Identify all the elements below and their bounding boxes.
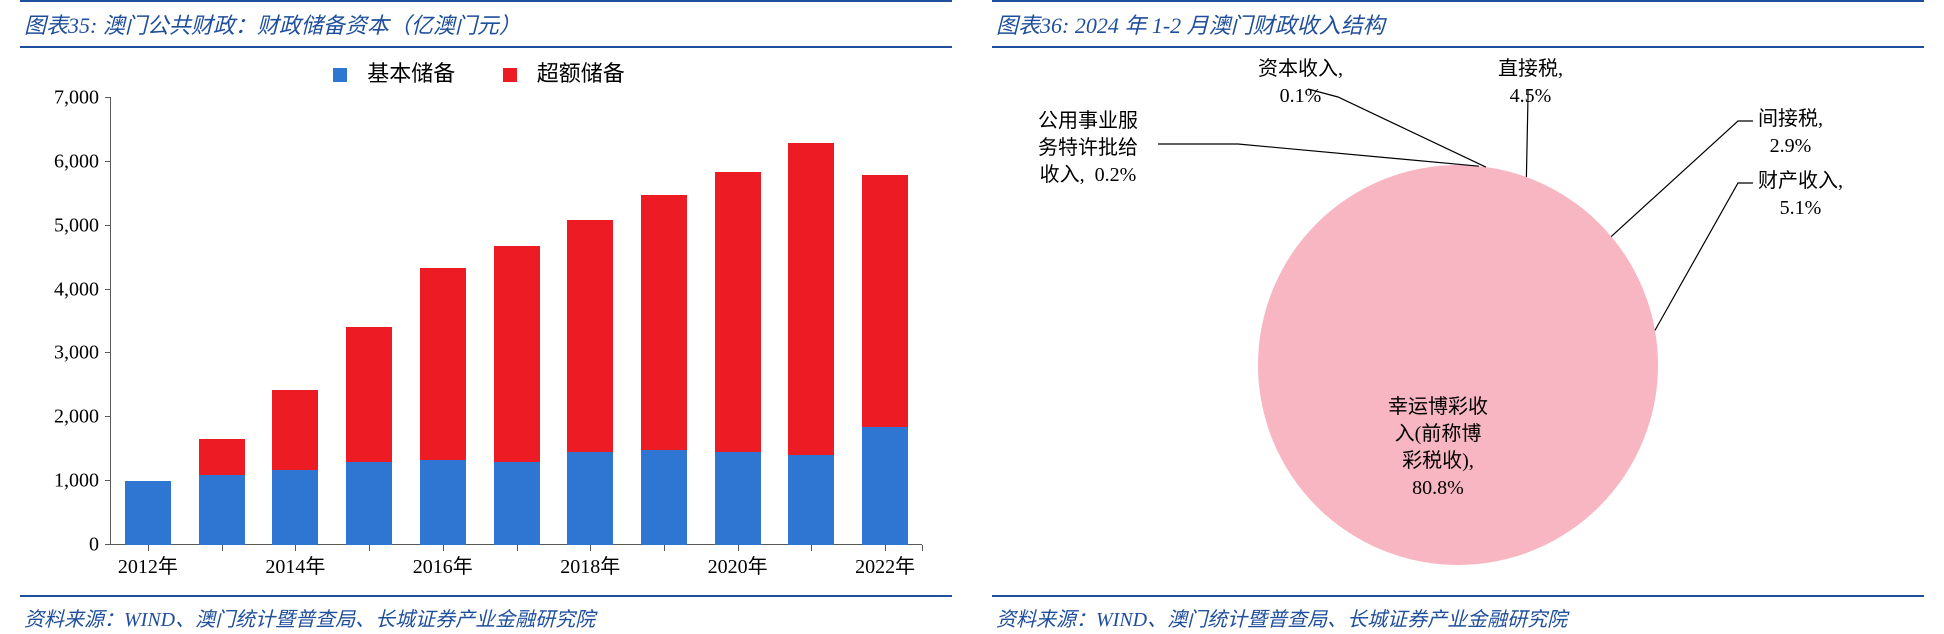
bar-column	[346, 327, 392, 545]
chart-36-title: 图表36: 2024 年 1-2 月澳门财政收入结构	[992, 0, 1924, 48]
x-tick-label: 2014年	[265, 550, 325, 579]
chart-36-source: 资料来源：WIND、澳门统计暨普查局、长城证券产业金融研究院	[992, 595, 1924, 634]
pie-label-capital: 资本收入, 0.1%	[1258, 56, 1343, 110]
y-tick-label: 3,000	[54, 342, 99, 365]
left-panel: 图表35: 澳门公共财政：财政储备资本（亿澳门元） 基本储备 超额储备 0 1,0…	[0, 0, 972, 634]
bar-segment-basic	[715, 452, 761, 545]
bar-segment-basic	[567, 452, 613, 545]
bar-segment-surplus	[567, 220, 613, 452]
pie-chart-area: 公用事业服 务特许批给 收入, 0.2% 资本收入, 0.1% 直接税, 4.5% 间…	[992, 48, 1924, 595]
y-tick-label: 7,000	[54, 87, 99, 110]
x-tick-label: 2012年	[118, 550, 178, 579]
bar-column	[788, 143, 834, 545]
legend-item-surplus: 超额储备	[503, 61, 639, 86]
bar-column	[567, 220, 613, 545]
bar-segment-surplus	[715, 172, 761, 452]
bar-segment-basic	[494, 462, 540, 545]
bar-segment-basic	[346, 462, 392, 545]
bar-column	[420, 268, 466, 545]
x-tick-label: 2022年	[855, 550, 915, 579]
y-tick-label: 0	[89, 534, 99, 557]
x-tick-label: 2020年	[708, 550, 768, 579]
pie-label-indirect: 间接税, 2.9%	[1758, 106, 1823, 160]
bar-segment-basic	[641, 450, 687, 545]
bar-column	[494, 246, 540, 545]
pie-label-utility: 公用事业服 务特许批给 收入, 0.2%	[1038, 108, 1138, 189]
leader-indirect	[1611, 121, 1753, 237]
bar-segment-basic	[862, 427, 908, 545]
y-axis: 01,0002,0003,0004,0005,0006,0007,000	[20, 98, 105, 545]
bar-segment-surplus	[346, 327, 392, 462]
legend-label-basic: 基本储备	[367, 61, 455, 86]
bar-column	[641, 195, 687, 545]
bar-segment-surplus	[272, 390, 318, 470]
bar-segment-surplus	[862, 175, 908, 427]
chart-35-source: 资料来源：WIND、澳门统计暨普查局、长城证券产业金融研究院	[20, 595, 952, 634]
bar-column	[862, 175, 908, 545]
bar-segment-basic	[788, 455, 834, 545]
bar-legend: 基本储备 超额储备	[20, 48, 952, 88]
bars-area: 2012年2014年2016年2018年2020年2022年	[110, 98, 922, 545]
pie-circle	[1258, 165, 1658, 565]
pie-label-gambling: 幸运博彩收 入(前称博 彩税收), 80.8%	[1388, 394, 1488, 502]
pie-label-property: 财产收入, 5.1%	[1758, 168, 1843, 222]
bar-segment-basic	[272, 470, 318, 545]
bar-column	[125, 481, 171, 545]
bar-column	[199, 439, 245, 545]
legend-item-basic: 基本储备	[333, 61, 469, 86]
y-tick-label: 4,000	[54, 278, 99, 301]
legend-label-surplus: 超额储备	[537, 61, 625, 86]
bar-segment-basic	[199, 475, 245, 545]
bar-plot: 2012年2014年2016年2018年2020年2022年	[110, 98, 922, 545]
bar-segment-surplus	[494, 246, 540, 463]
pie-label-direct: 直接税, 4.5%	[1498, 56, 1563, 110]
bar-column	[272, 390, 318, 545]
bar-chart-area: 基本储备 超额储备 0 1,000 2,000 3,000 4,000 5,000 6,00…	[20, 48, 952, 595]
right-panel: 图表36: 2024 年 1-2 月澳门财政收入结构 公用事业服 务特许批给 收…	[972, 0, 1944, 634]
x-tick-label: 2018年	[560, 550, 620, 579]
y-tick-label: 2,000	[54, 406, 99, 429]
x-tick-label: 2016年	[413, 550, 473, 579]
bar-column	[715, 172, 761, 545]
bar-segment-surplus	[788, 143, 834, 455]
y-tick-label: 1,000	[54, 470, 99, 493]
bar-segment-basic	[420, 460, 466, 545]
bar-segment-surplus	[199, 439, 245, 475]
chart-35-title: 图表35: 澳门公共财政：财政储备资本（亿澳门元）	[20, 0, 952, 48]
bar-segment-surplus	[420, 268, 466, 461]
bar-segment-surplus	[641, 195, 687, 450]
leader-property	[1655, 183, 1753, 330]
y-tick-label: 6,000	[54, 150, 99, 173]
bar-segment-basic	[125, 481, 171, 545]
y-tick-label: 5,000	[54, 214, 99, 237]
leader-utility	[1158, 144, 1479, 166]
